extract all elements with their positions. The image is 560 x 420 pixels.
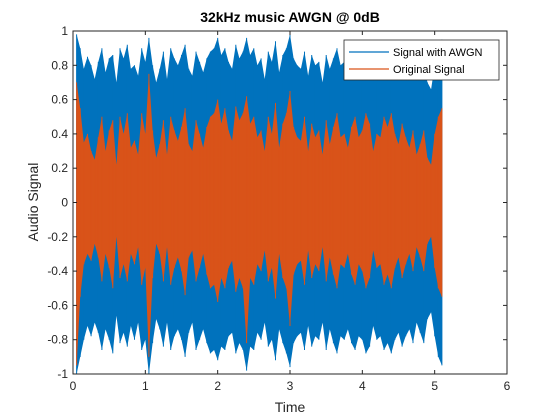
y-tick-label-8: 0.6 [51,93,68,107]
y-tick-label-3: -0.4 [47,264,68,278]
x-tick-label-3: 3 [287,379,294,393]
x-tick-label-1: 1 [142,379,149,393]
legend-box [343,39,500,81]
series-1-line [76,73,443,366]
y-tick-label-10: 1 [61,24,68,38]
y-tick-label-4: -0.2 [47,230,68,244]
y-tick-label-1: -0.8 [47,333,68,347]
series-1-envelope [76,73,442,366]
x-tick-label-4: 4 [359,379,366,393]
x-tick-label-2: 2 [214,379,221,393]
y-tick-label-7: 0.4 [51,127,68,141]
x-tick-label-6: 6 [504,379,511,393]
y-tick-label-6: 0.2 [51,161,68,175]
x-axis-label: Time [275,399,306,415]
y-tick-label-9: 0.8 [51,58,68,72]
chart-title: 32kHz music AWGN @ 0dB [200,9,380,25]
ticks-layer: 0 1 2 3 4 5 6 -1 -0.8 -0.6 -0.4 -0.2 0 0.2 0.4 0.6 0.8 1 [47,24,510,393]
y-tick-label-5: 0 [61,196,68,210]
x-tick-label-5: 5 [431,379,438,393]
y-tick-label-0: -1 [57,367,68,381]
y-tick-label-2: -0.6 [47,298,68,312]
legend-label-awgn: Signal with AWGN [393,47,483,59]
y-axis-label: Audio Signal [25,163,41,242]
series-layer [76,34,443,374]
legend: Signal with AWGN Original Signal [343,39,500,81]
x-tick-label-0: 0 [70,379,77,393]
legend-label-original: Original Signal [393,64,465,76]
series-1 [76,73,443,366]
